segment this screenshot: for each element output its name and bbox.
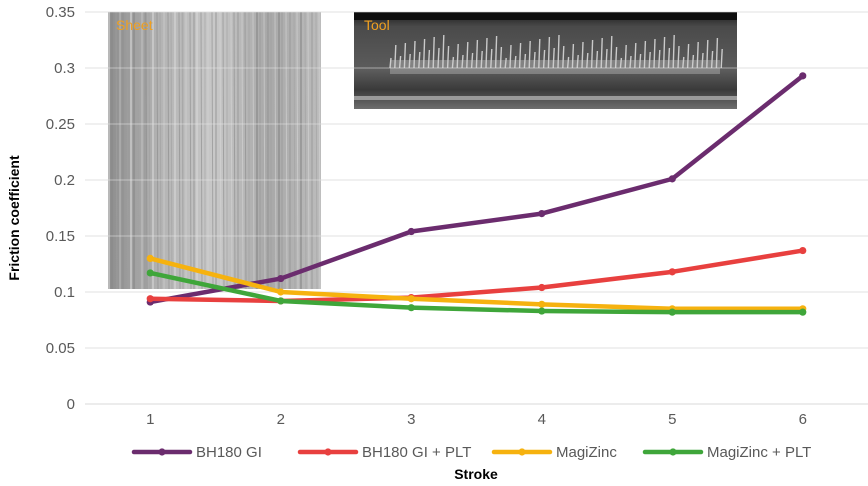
y-tick-label: 0.25 xyxy=(46,116,75,133)
data-point xyxy=(538,300,546,308)
inset-photos: Sheet Tool xyxy=(108,11,737,290)
data-point xyxy=(668,175,676,183)
series-line-1 xyxy=(148,248,805,304)
data-point xyxy=(146,269,154,277)
legend-label: MagiZinc + PLT xyxy=(707,444,811,461)
legend-label: MagiZinc xyxy=(556,444,617,461)
data-point xyxy=(277,297,285,305)
axes: 0 0.05 0.1 0.15 0.2 0.25 0.3 0.35 1 2 3 4 5 6 xyxy=(46,4,868,428)
y-tick-label: 0.2 xyxy=(54,172,75,189)
tool-wear-marks xyxy=(389,34,723,74)
sheet-texture-streaks xyxy=(108,11,321,290)
x-axis-title: Stroke xyxy=(454,466,498,482)
series-lines xyxy=(146,72,807,316)
x-tick-label: 4 xyxy=(538,411,546,428)
x-tick-label: 6 xyxy=(799,411,807,428)
data-point xyxy=(799,246,807,255)
legend-marker xyxy=(158,448,166,456)
data-point xyxy=(407,295,415,303)
data-point xyxy=(799,308,807,316)
data-point xyxy=(668,268,676,276)
legend-item-2: MagiZinc xyxy=(491,444,617,461)
y-tick-label: 0.1 xyxy=(54,284,75,301)
data-point xyxy=(277,288,285,296)
data-point xyxy=(277,274,285,283)
legend-marker xyxy=(669,448,677,456)
legend-item-0: BH180 GI xyxy=(131,444,262,461)
legend-label: BH180 GI + PLT xyxy=(362,444,471,461)
y-axis-title: Friction coefficient xyxy=(6,155,22,281)
series-line-2 xyxy=(148,256,805,312)
data-point xyxy=(407,227,415,236)
data-point xyxy=(146,254,154,262)
legend-label: BH180 GI xyxy=(196,444,262,461)
x-tick-label: 2 xyxy=(277,411,285,428)
y-tick-label: 0.35 xyxy=(46,4,75,21)
data-point xyxy=(668,308,676,316)
legend: BH180 GI BH180 GI + PLT MagiZinc MagiZinc +… xyxy=(131,444,811,461)
y-tick-label: 0.15 xyxy=(46,228,75,245)
data-point xyxy=(538,307,546,315)
data-point xyxy=(146,295,154,303)
series-line-0 xyxy=(148,73,805,305)
series-line-3 xyxy=(148,270,805,315)
data-point xyxy=(799,72,807,80)
x-tick-label: 1 xyxy=(146,411,154,428)
legend-item-3: MagiZinc + PLT xyxy=(642,444,811,461)
sheet-label: Sheet xyxy=(116,17,153,33)
legend-item-1: BH180 GI + PLT xyxy=(297,444,471,461)
y-tick-label: 0.3 xyxy=(54,60,75,77)
legend-marker xyxy=(518,448,526,456)
tool-photo-inset: Tool xyxy=(354,12,737,109)
sheet-photo-inset: Sheet xyxy=(108,11,321,290)
legend-marker xyxy=(324,448,332,456)
data-point xyxy=(538,210,546,218)
x-tick-label: 3 xyxy=(407,411,415,428)
y-tick-label: 0 xyxy=(67,396,75,413)
y-tick-label: 0.05 xyxy=(46,340,75,357)
data-point xyxy=(407,304,415,312)
x-tick-label: 5 xyxy=(668,411,676,428)
data-point xyxy=(538,283,546,292)
tool-label: Tool xyxy=(364,17,390,33)
